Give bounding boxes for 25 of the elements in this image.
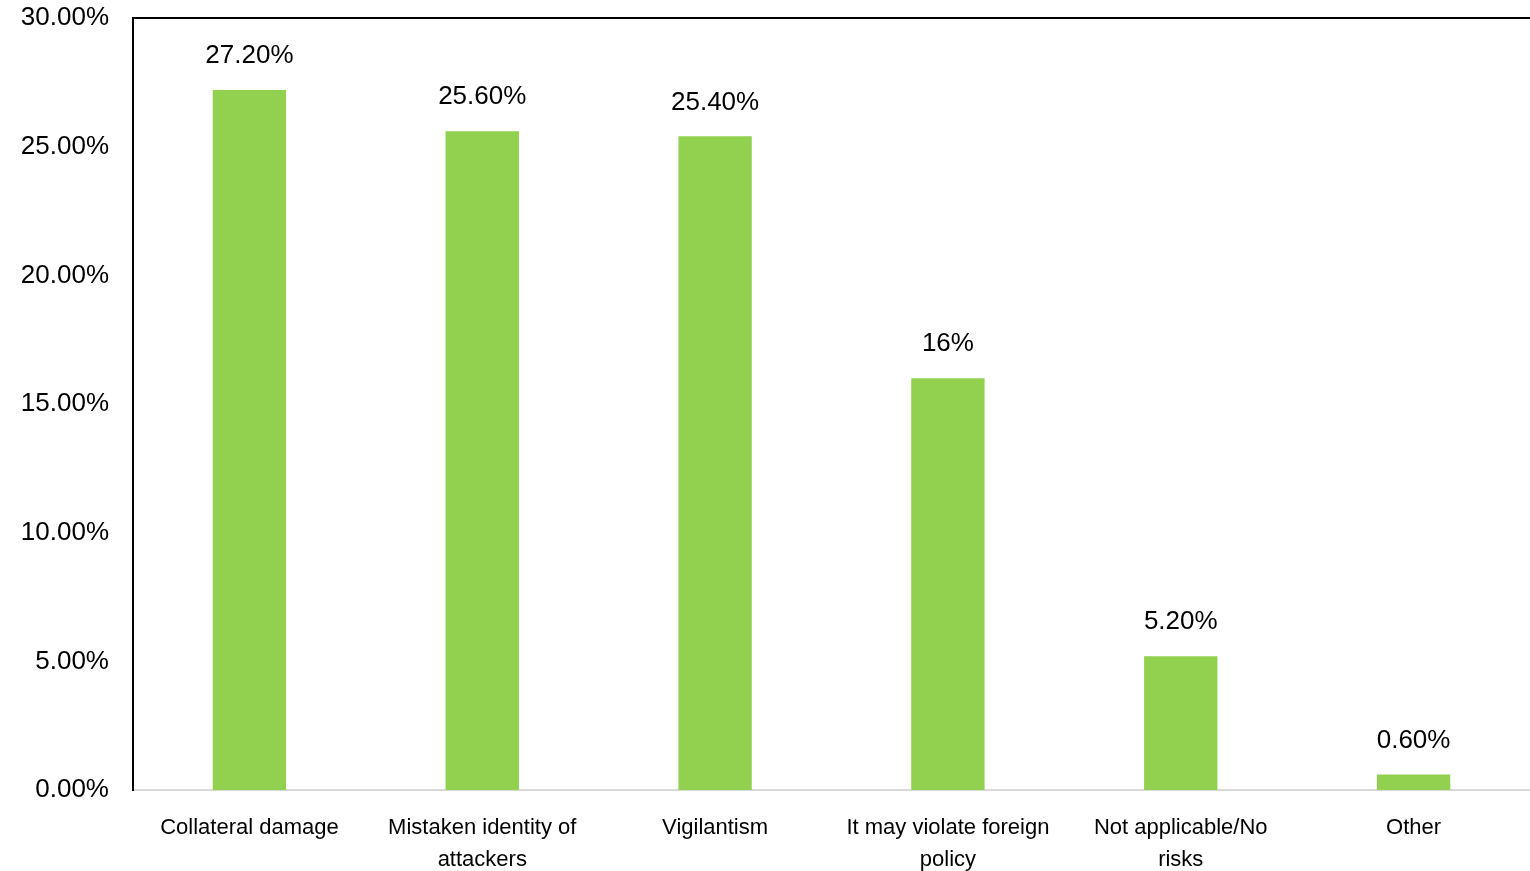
data-label: 16% — [921, 327, 974, 358]
y-tick-label: 15.00% — [20, 387, 109, 418]
bar — [212, 90, 287, 790]
data-label: 25.60% — [438, 80, 527, 111]
x-tick-label: Not applicable/No risks — [1093, 814, 1268, 871]
data-label: 25.40% — [670, 85, 760, 116]
x-tick-label: Vigilantism — [662, 814, 769, 840]
data-label: 0.60% — [1376, 723, 1451, 754]
y-tick-label: 10.00% — [20, 515, 109, 546]
bar — [445, 131, 519, 790]
data-label: 27.20% — [205, 39, 294, 70]
y-tick-label: 5.00% — [35, 644, 109, 675]
y-tick-label: 30.00% — [20, 1, 109, 32]
data-label: 5.20% — [1143, 605, 1218, 636]
x-tick-label: Other — [1386, 814, 1442, 840]
y-tick-label: 20.00% — [20, 258, 109, 289]
x-tick-label: It may violate foreign policy — [846, 814, 1050, 871]
bar — [1144, 656, 1218, 790]
x-tick-label: Collateral damage — [160, 814, 339, 840]
bar — [911, 378, 985, 790]
y-tick-label: 25.00% — [20, 129, 109, 160]
y-tick-label: 0.00% — [35, 773, 109, 804]
bar — [1376, 774, 1451, 790]
x-tick-label: Mistaken identity of attackers — [388, 814, 578, 871]
bar — [678, 136, 752, 790]
